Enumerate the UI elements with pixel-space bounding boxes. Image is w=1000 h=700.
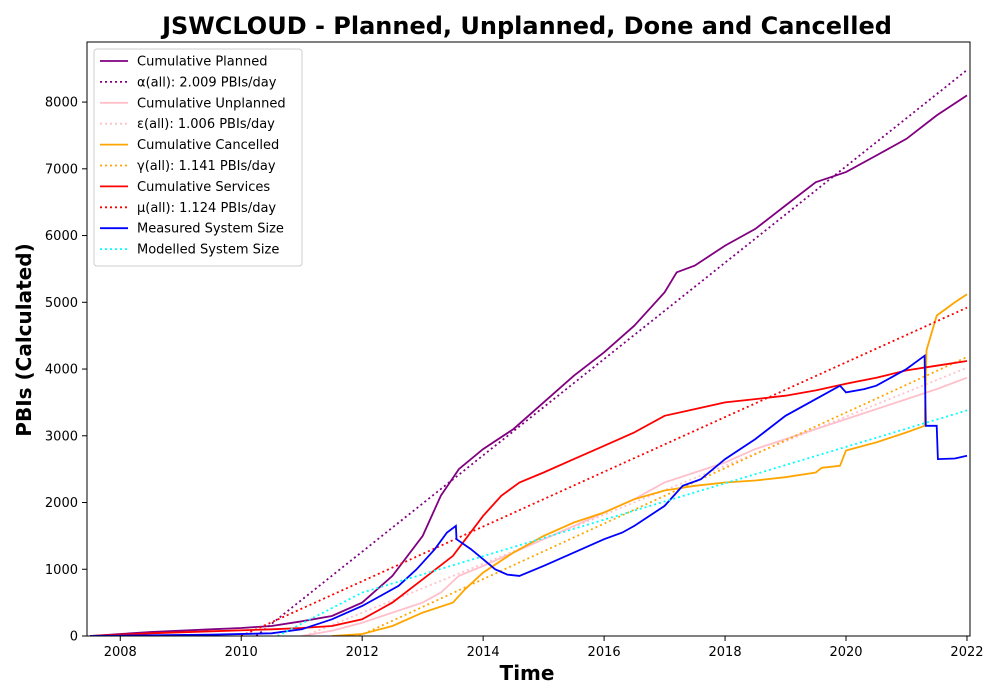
x-tick-label: 2008	[104, 645, 137, 660]
series-line-cumulative-services	[89, 360, 968, 636]
legend-label-all-1-006-pbis-day: ε(all): 1.006 PBIs/day	[137, 117, 275, 132]
x-tick-label: 2018	[709, 645, 742, 660]
x-tick-label: 2010	[225, 645, 258, 660]
legend: Cumulative Planned α(all): 2.009 PBIs/day…	[93, 48, 303, 267]
legend-label-cumulative-cancelled: Cumulative Cancelled	[137, 138, 279, 153]
legend-label-cumulative-planned: Cumulative Planned	[137, 55, 267, 70]
x-tick-label: 2014	[467, 645, 500, 660]
y-tick-label: 4000	[45, 363, 78, 378]
y-tick-label: 0	[70, 630, 78, 645]
series-line-all-1-006-pbis-day	[304, 366, 968, 636]
y-tick-label: 3000	[45, 429, 78, 444]
legend-label-modelled-system-size: Modelled System Size	[137, 243, 279, 258]
series-line-all-1-124-pbis-day	[240, 306, 968, 636]
x-tick-label: 2022	[950, 645, 983, 660]
y-tick-label: 2000	[45, 496, 78, 511]
series-line-cumulative-cancelled	[331, 293, 968, 636]
y-axis-label: PBIs (Calculated)	[12, 243, 36, 436]
y-tick-label: 5000	[45, 296, 78, 311]
legend-label-all-2-009-pbis-day: α(all): 2.009 PBIs/day	[137, 75, 277, 90]
y-tick-label: 7000	[45, 162, 78, 177]
legend-label-measured-system-size: Measured System Size	[137, 222, 284, 237]
series-line-all-2-009-pbis-day	[255, 69, 968, 636]
x-tick-label: 2012	[346, 645, 379, 660]
legend-label-all-1-124-pbis-day: μ(all): 1.124 PBIs/day	[137, 201, 276, 216]
legend-label-all-1-141-pbis-day: γ(all): 1.141 PBIs/day	[137, 159, 276, 174]
x-tick-label: 2016	[588, 645, 621, 660]
series-line-modelled-system-size	[277, 409, 968, 636]
legend-box	[93, 48, 303, 267]
legend-label-cumulative-unplanned: Cumulative Unplanned	[137, 96, 286, 111]
x-tick-label: 2020	[829, 645, 862, 660]
plot-frame	[86, 41, 971, 637]
y-tick-label: 8000	[45, 96, 78, 111]
x-axis-label: Time	[500, 661, 555, 685]
series-line-measured-system-size	[89, 353, 968, 636]
series-line-cumulative-unplanned	[301, 376, 968, 636]
series-line-all-1-141-pbis-day	[358, 356, 968, 636]
chart-title: JSWCLOUD - Planned, Unplanned, Done and …	[160, 12, 892, 40]
axes-layer: 2008 2010 2012 2014 2016 2018 2020 2022 0 1000 200…	[45, 41, 984, 660]
series-layer	[89, 69, 968, 636]
legend-label-cumulative-services: Cumulative Services	[137, 180, 270, 195]
y-tick-label: 6000	[45, 229, 78, 244]
series-line-cumulative-planned	[89, 94, 968, 636]
y-tick-label: 1000	[45, 563, 78, 578]
